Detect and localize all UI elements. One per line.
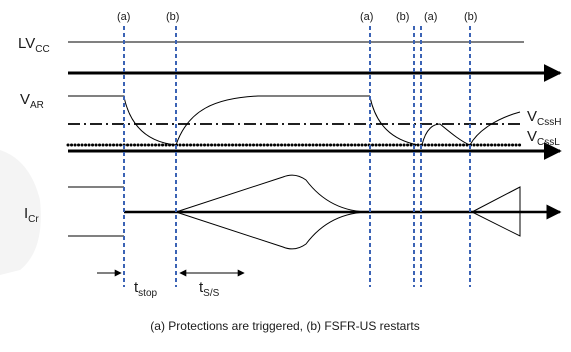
caption: (a) Protections are triggered, (b) FSFR-… <box>150 319 419 333</box>
event-marker-label: (b) <box>396 11 409 23</box>
event-marker-label: (b) <box>464 11 477 23</box>
vcssl-label: VCssL <box>527 128 560 148</box>
event-marker-label: (a) <box>424 11 437 23</box>
icr-label: ICr <box>24 205 39 225</box>
event-lines <box>123 26 471 287</box>
var-label: VAR <box>20 91 44 111</box>
lvcc-label: LVCC <box>18 35 50 55</box>
event-marker-label: (b) <box>166 11 179 23</box>
event-marker-label: (a) <box>117 11 130 23</box>
tss-label: tS/S <box>199 279 220 299</box>
vcssh-label: VCssH <box>527 108 561 128</box>
tstop-label: tstop <box>134 279 158 299</box>
event-marker-label: (a) <box>360 11 373 23</box>
background-shape <box>0 150 41 275</box>
var-waveform <box>68 95 521 146</box>
